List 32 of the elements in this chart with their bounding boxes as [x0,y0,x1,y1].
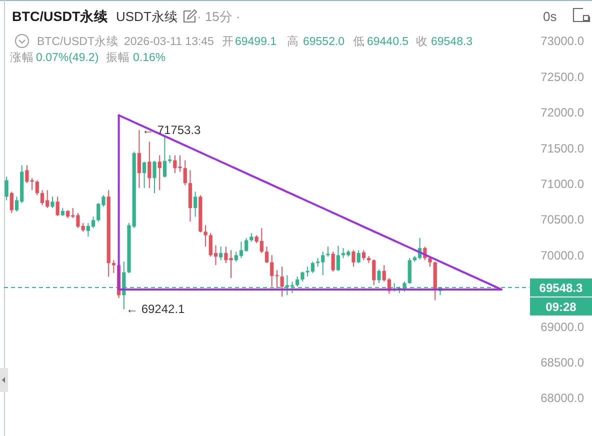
y-tick-label: 68500.0 [540,356,584,370]
annotation: 0.16% [133,52,166,64]
annotation: 涨幅 [10,51,34,64]
text: · 15分 · [197,9,240,24]
annotation: BTC/USDT永续 [37,34,118,48]
annotation: 高 [287,34,299,48]
y-tick-label: 72500.0 [540,70,584,84]
text: 09:28 [546,300,577,314]
chart-subtitle: USDT永续 [116,9,178,24]
annotation: 振幅 [106,51,130,64]
annotation: 69440.5 [367,36,409,48]
annotation: 0.07%(49.2) [36,52,99,64]
ref-line-label: 69548.3 [539,280,584,295]
annotation: 低 [353,35,365,48]
y-tick-label: 70500.0 [540,212,584,227]
annotation: 69499.1 [235,36,277,48]
annotation: 收 [416,35,428,48]
y-tick-label: 70000.0 [540,248,584,262]
y-tick-label: 71000.0 [540,177,584,191]
annotation: 2026-03-11 13:45 [124,36,214,48]
annotation: ← 71753.3 [142,123,202,137]
y-tick-label: 69000.0 [540,320,584,334]
annotation: ← 69242.1 [126,302,186,316]
y-tick-label: 68000.0 [540,391,584,406]
y-tick-label: 73000.0 [540,34,584,48]
annotation: 69552.0 [303,36,345,48]
text: 0s [543,9,558,24]
chart-title: BTC/USDT永续 [12,8,110,24]
y-tick-label: 71500.0 [540,141,584,156]
annotation: 69548.3 [431,36,473,48]
annotation: 开 [222,35,234,48]
y-tick-label: 72000.0 [540,106,584,120]
